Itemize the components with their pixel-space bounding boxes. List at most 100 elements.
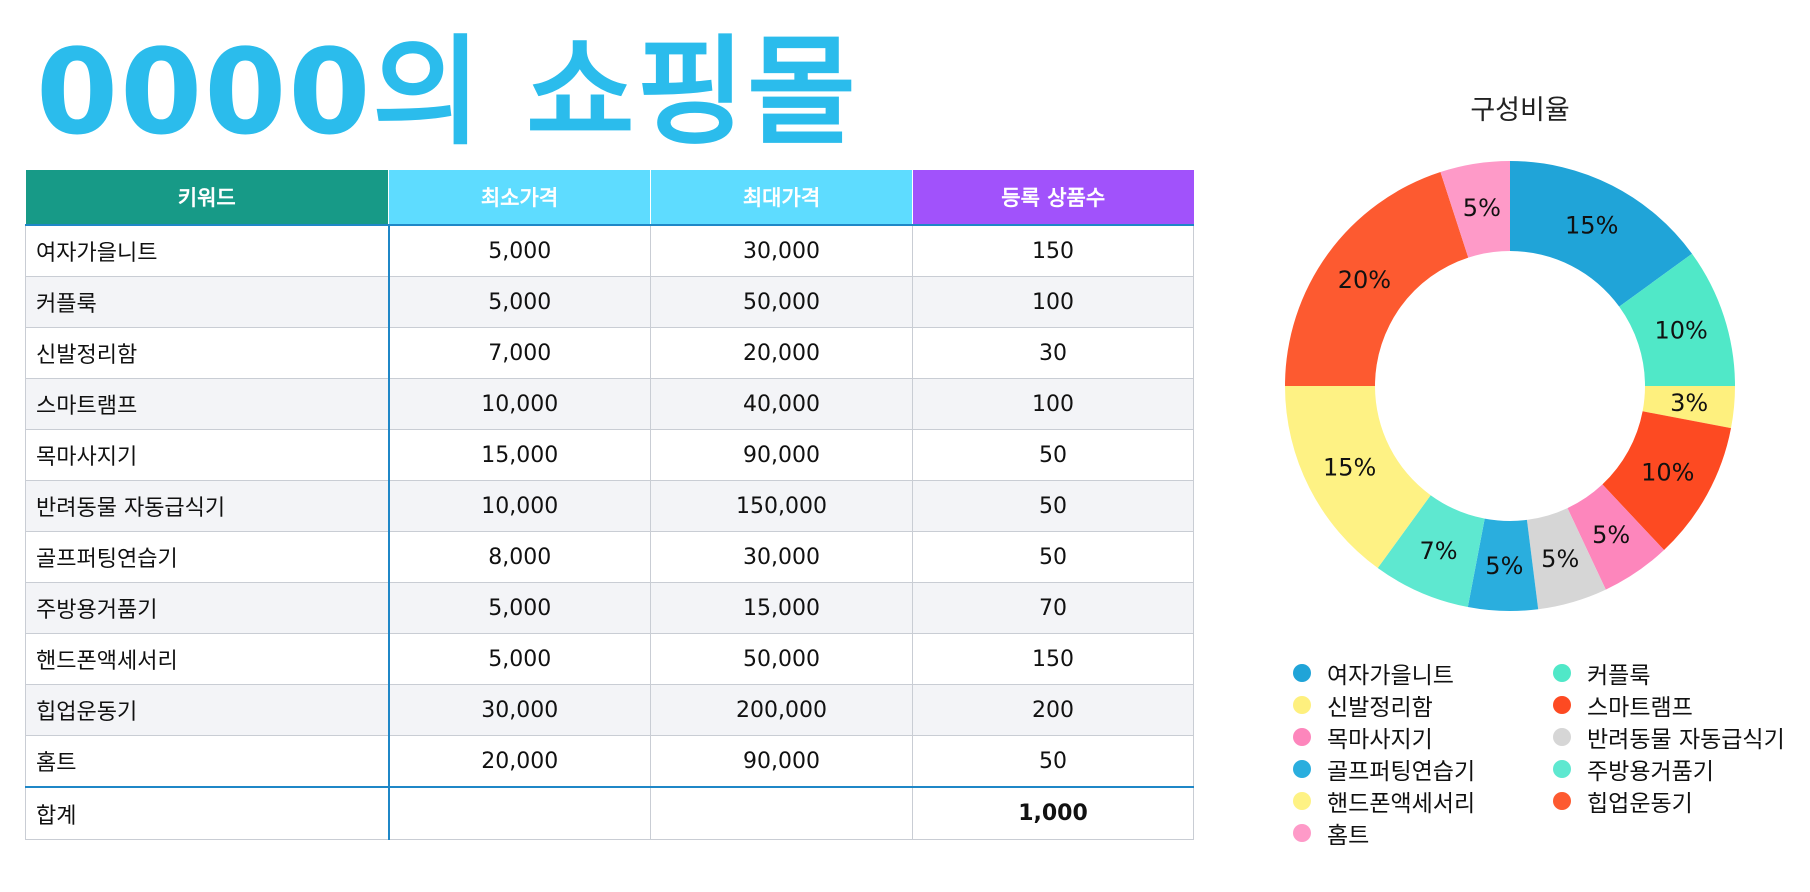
legend-swatch [1553,696,1571,714]
legend-label: 목마사지기 [1327,727,1433,753]
cell-min-price: 5,000 [388,582,651,634]
legend-swatch [1293,824,1311,842]
legend-label: 여자가을니트 [1327,663,1454,689]
donut-slice [1567,484,1665,590]
table-row: 스마트램프 10,000 40,000 100 [25,378,1194,430]
table-row: 골프퍼팅연습기 8,000 30,000 50 [25,531,1194,583]
table-row: 신발정리함 7,000 20,000 30 [25,327,1194,379]
legend-swatch [1293,696,1311,714]
table-body: 여자가을니트 5,000 30,000 150 커플룩 5,000 50,000 100 신발정… [25,224,1194,840]
cell-keyword: 여자가을니트 [25,224,390,277]
cell-product-count: 50 [912,531,1194,583]
cell-max-price: 15,000 [650,582,913,634]
legend-label: 스마트램프 [1587,695,1693,721]
table-row: 반려동물 자동급식기 10,000 150,000 50 [25,480,1194,532]
cell-product-count: 150 [912,633,1194,685]
header-min-price: 최소가격 [388,170,651,226]
total-label: 합계 [25,786,390,840]
cell-keyword: 신발정리함 [25,327,390,379]
cell-max-price: 40,000 [650,378,913,430]
cell-product-count: 50 [912,429,1194,481]
cell-product-count: 70 [912,582,1194,634]
legend-item: 목마사지기 [1293,724,1553,753]
header-product-count: 등록 상품수 [912,170,1194,226]
table-row: 커플룩 5,000 50,000 100 [25,276,1194,328]
cell-max-price: 90,000 [650,735,913,788]
cell-keyword: 반려동물 자동급식기 [25,480,390,532]
cell-max-price: 50,000 [650,633,913,685]
cell-max-price: 30,000 [650,224,913,277]
legend-swatch [1293,760,1311,778]
donut-slice [1285,386,1431,569]
cell-min-price: 10,000 [388,378,651,430]
slice-label: 10% [1641,459,1694,487]
header-max-price: 최대가격 [650,170,913,226]
cell-product-count: 50 [912,735,1194,788]
legend-swatch [1553,664,1571,682]
legend-item: 주방용거품기 [1553,756,1803,785]
header-keyword: 키워드 [25,170,389,226]
legend-swatch [1553,792,1571,810]
cell-max-price: 150,000 [650,480,913,532]
cell-min-price: 10,000 [388,480,651,532]
cell-min-price: 8,000 [388,531,651,583]
slice-label: 7% [1419,537,1457,565]
slice-label: 15% [1565,212,1618,240]
cell-keyword: 커플룩 [25,276,390,328]
slice-label: 3% [1670,389,1708,417]
legend-swatch [1553,728,1571,746]
legend-label: 홈트 [1327,823,1370,849]
page-title: 0000의 쇼핑몰 [36,23,858,161]
chart-legend: 여자가을니트 커플룩 신발정리함 스마트램프 목마사지기 반려동물 자동급식기 골프퍼팅연습… [1293,660,1803,849]
legend-label: 주방용거품기 [1587,759,1714,785]
cell-product-count: 150 [912,224,1194,277]
legend-item: 반려동물 자동급식기 [1553,724,1803,753]
table-row: 힙업운동기 30,000 200,000 200 [25,684,1194,736]
legend-item: 골프퍼팅연습기 [1293,756,1553,785]
table-row: 여자가을니트 5,000 30,000 150 [25,224,1194,277]
slice-label: 10% [1655,316,1708,344]
slice-label: 5% [1463,194,1501,222]
cell-min-price: 5,000 [388,224,651,277]
cell-max-price: 50,000 [650,276,913,328]
slice-label: 20% [1338,266,1391,294]
cell-min-price: 20,000 [388,735,651,788]
legend-item: 커플룩 [1553,660,1803,689]
cell-product-count: 50 [912,480,1194,532]
table-header-row: 키워드 최소가격 최대가격 등록 상품수 [25,170,1194,226]
donut-slice [1285,172,1469,386]
cell-keyword: 힙업운동기 [25,684,390,736]
total-empty-cell [650,786,913,840]
legend-swatch [1293,728,1311,746]
donut-chart: 15% 10% 3% 10% 5% 5% 5% 7% 15% 20% 5% [1285,161,1735,611]
donut-slice [1619,253,1735,386]
keyword-table-container: 키워드 최소가격 최대가격 등록 상품수 여자가을니트 5,000 30,000 15… [25,170,1194,840]
cell-min-price: 30,000 [388,684,651,736]
slice-label: 15% [1323,454,1376,482]
cell-max-price: 200,000 [650,684,913,736]
legend-item: 핸드폰액세서리 [1293,788,1553,817]
total-value: 1,000 [912,786,1194,840]
legend-label: 골프퍼팅연습기 [1327,759,1476,785]
cell-product-count: 100 [912,276,1194,328]
cell-max-price: 20,000 [650,327,913,379]
legend-swatch [1293,664,1311,682]
legend-label: 커플룩 [1587,663,1651,689]
donut-slice [1526,508,1606,610]
donut-slice [1467,518,1539,611]
legend-item: 여자가을니트 [1293,660,1553,689]
chart-title: 구성비율 [1470,95,1570,126]
table-total-row: 합계 1,000 [25,786,1194,840]
cell-min-price: 15,000 [388,429,651,481]
legend-label: 반려동물 자동급식기 [1587,727,1785,753]
cell-min-price: 5,000 [388,633,651,685]
slice-label: 5% [1541,545,1579,573]
cell-product-count: 200 [912,684,1194,736]
donut-slice [1642,386,1735,429]
total-empty-cell [388,786,651,840]
legend-swatch [1293,792,1311,810]
legend-label: 힙업운동기 [1587,791,1693,817]
legend-label: 핸드폰액세서리 [1327,791,1476,817]
slice-label: 5% [1485,552,1523,580]
slice-label: 5% [1592,521,1630,549]
